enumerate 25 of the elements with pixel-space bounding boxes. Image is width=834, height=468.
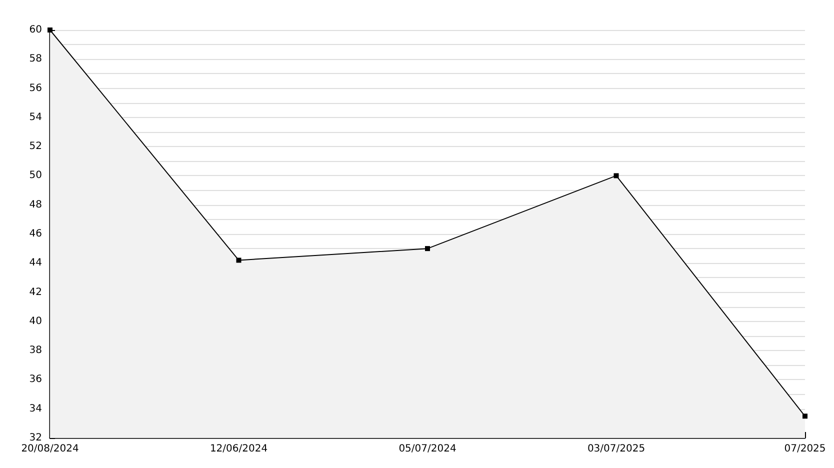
- y-tick-label: 42: [29, 286, 42, 298]
- y-tick-label: 56: [29, 82, 42, 94]
- y-tick-label: 58: [29, 54, 42, 65]
- y-tick-label: 54: [29, 112, 42, 123]
- x-tick-label: 07/2025: [784, 444, 826, 454]
- y-tick-label: 38: [29, 345, 42, 356]
- point: [236, 258, 242, 263]
- y-tick-label: 32: [29, 432, 42, 444]
- x-tick-label: 20/08/2024: [21, 444, 79, 454]
- y-tick-label: 40: [29, 316, 42, 327]
- point: [425, 246, 430, 252]
- point: [48, 28, 52, 32]
- y-tick-label: 34: [29, 403, 42, 414]
- y-tick-label: 44: [29, 258, 42, 269]
- y-tick-label: 60: [29, 24, 42, 36]
- y-tick-label: 52: [29, 141, 42, 152]
- point: [802, 414, 808, 419]
- x-tick-label: 12/06/2024: [210, 444, 268, 454]
- y-tick-label: 36: [29, 374, 42, 386]
- y-tick-label: 46: [29, 228, 42, 240]
- x-tick-label: 05/07/2024: [398, 444, 456, 454]
- y-tick-label: 48: [29, 199, 42, 210]
- x-tick-label: 03/07/2025: [587, 444, 646, 454]
- y-tick-label: 50: [29, 170, 42, 182]
- point: [614, 173, 619, 178]
